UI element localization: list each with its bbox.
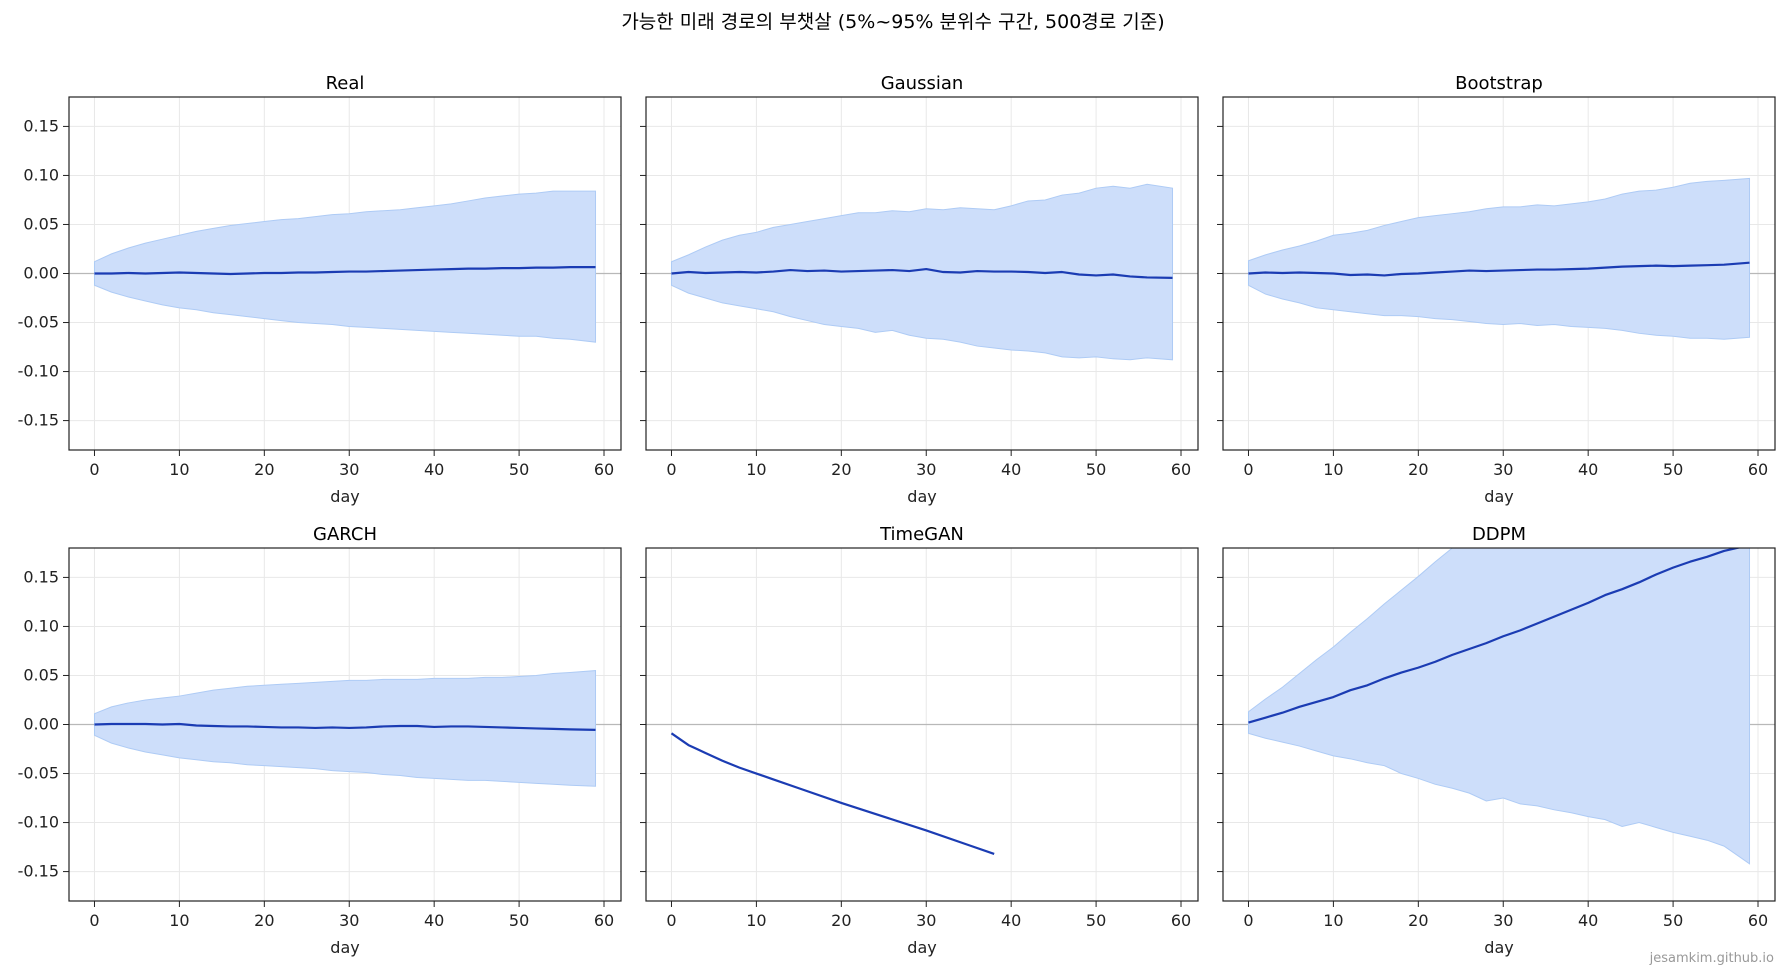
panel-title: Bootstrap (1455, 73, 1543, 94)
y-tick-label: 0.15 (23, 116, 59, 135)
y-tick-label: 0.05 (23, 214, 59, 233)
x-tick-label: 50 (1086, 911, 1106, 930)
y-tick-label: 0.10 (23, 165, 59, 184)
quantile-band-5-95 (1247, 548, 1751, 865)
x-tick-label: 50 (509, 460, 529, 479)
median-line (671, 267, 1173, 280)
median-line (94, 722, 596, 731)
x-tick-label: 40 (1001, 460, 1021, 479)
chart-grid: 0 10 20 30 40 50 60 -0.15 -0.10 -0.05 0.00 0.05 0.10… (18, 73, 1776, 957)
quantile-band-5-95 (670, 183, 1174, 361)
x-tick-label: 40 (1578, 911, 1598, 930)
x-tick-label: 20 (254, 911, 274, 930)
x-tick-label: 20 (1408, 460, 1428, 479)
panel-title: DDPM (1472, 524, 1526, 545)
x-tick-label: 40 (424, 460, 444, 479)
x-tick-label: 0 (89, 911, 99, 930)
y-tick-label: -0.10 (18, 813, 59, 832)
median-line (670, 732, 995, 855)
y-tick-label: -0.05 (18, 764, 59, 783)
x-tick-label: 20 (254, 460, 274, 479)
x-tick-label: 50 (1086, 460, 1106, 479)
x-tick-label: 50 (509, 911, 529, 930)
x-axis-label: day (1484, 487, 1513, 506)
panel-ddpm: 0 10 20 30 40 50 60 DDPM day (1217, 524, 1776, 957)
quantile-band-5-95 (93, 190, 597, 343)
panel-title: GARCH (313, 524, 377, 545)
x-tick-label: 60 (1171, 460, 1191, 479)
x-axis-label: day (1484, 938, 1513, 957)
figure-title: 가능한 미래 경로의 부챗살 (5%~95% 분위수 구간, 500경로 기준) (621, 11, 1164, 33)
panel-gaussian: 0 10 20 30 40 50 60 Gaussian day (640, 73, 1199, 506)
quantile-band-5-95 (1247, 177, 1751, 340)
y-tick-label: 0.00 (23, 264, 59, 283)
x-tick-label: 0 (1243, 911, 1253, 930)
x-tick-label: 40 (1001, 911, 1021, 930)
x-tick-label: 50 (1663, 911, 1683, 930)
y-tick-label: 0.05 (23, 665, 59, 684)
median-line (94, 266, 596, 276)
x-tick-label: 10 (169, 911, 189, 930)
x-tick-label: 10 (746, 460, 766, 479)
y-tick-label: -0.10 (18, 362, 59, 381)
y-tick-label: 0.00 (23, 715, 59, 734)
x-tick-label: 60 (1748, 911, 1768, 930)
x-tick-label: 20 (1408, 911, 1428, 930)
x-tick-label: 30 (916, 460, 936, 479)
y-tick-label: 0.10 (23, 616, 59, 635)
x-tick-label: 30 (339, 911, 359, 930)
panel-title: TimeGAN (879, 524, 964, 545)
x-tick-label: 60 (594, 911, 614, 930)
panel-title: Real (326, 73, 365, 94)
x-tick-label: 10 (1323, 460, 1343, 479)
x-tick-label: 10 (746, 911, 766, 930)
y-tick-label: 0.15 (23, 567, 59, 586)
panel-title: Gaussian (881, 73, 964, 94)
x-tick-label: 20 (831, 460, 851, 479)
x-tick-label: 0 (666, 460, 676, 479)
x-tick-label: 60 (594, 460, 614, 479)
x-tick-label: 40 (1578, 460, 1598, 479)
x-tick-label: 30 (1493, 460, 1513, 479)
panel-timegan: 0 10 20 30 40 50 60 TimeGAN day (640, 524, 1199, 957)
y-tick-label: -0.05 (18, 313, 59, 332)
x-tick-label: 30 (1493, 911, 1513, 930)
x-tick-label: 0 (666, 911, 676, 930)
panel-garch: 0 10 20 30 40 50 60 -0.15 -0.10 -0.05 0.00 0.05 0.10… (18, 524, 622, 957)
x-axis-label: day (907, 487, 936, 506)
x-tick-label: 30 (916, 911, 936, 930)
median-line (1248, 548, 1742, 724)
x-tick-label: 60 (1748, 460, 1768, 479)
x-tick-label: 40 (424, 911, 444, 930)
median-line (1248, 261, 1750, 277)
x-tick-label: 0 (89, 460, 99, 479)
panel-bootstrap: 0 10 20 30 40 50 60 Bootstrap day (1217, 73, 1776, 506)
y-tick-label: -0.15 (18, 411, 59, 430)
x-tick-label: 30 (339, 460, 359, 479)
x-axis-label: day (330, 487, 359, 506)
x-tick-label: 20 (831, 911, 851, 930)
x-tick-label: 0 (1243, 460, 1253, 479)
y-tick-label: -0.15 (18, 862, 59, 881)
panel-real: 0 10 20 30 40 50 60 -0.15 -0.10 -0.05 0.00 0.05 0.10… (18, 73, 622, 506)
x-tick-label: 10 (1323, 911, 1343, 930)
x-axis-label: day (330, 938, 359, 957)
x-tick-label: 60 (1171, 911, 1191, 930)
watermark: jesamkim.github.io (1649, 951, 1774, 966)
x-tick-label: 10 (169, 460, 189, 479)
x-axis-label: day (907, 938, 936, 957)
x-tick-label: 50 (1663, 460, 1683, 479)
